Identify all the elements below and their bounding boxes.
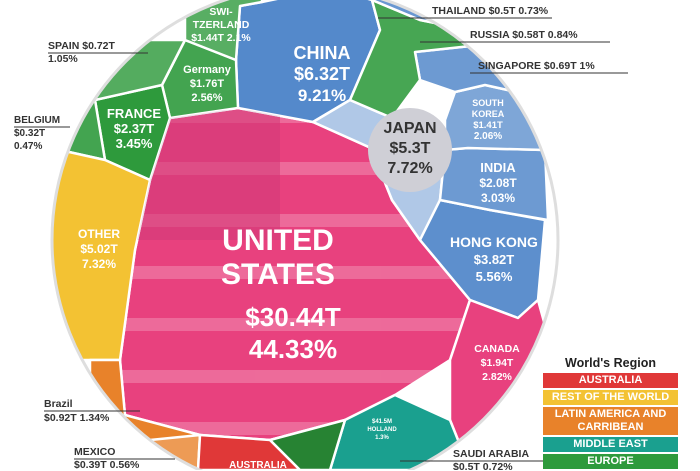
label-text: 3.45% [116,136,153,151]
label-text: Germany [183,64,232,76]
label-text: HOLLAND [367,427,397,433]
label-singapore: SINGAPORE $0.69T 1% [470,60,628,74]
label-canada: CANADA $1.94T 2.82% [474,343,520,383]
label-text: $0.5T 0.72% [453,461,513,470]
label-text: $1.94T [481,357,514,369]
cell-mexico [148,433,202,470]
legend-item: EUROPE [543,454,678,469]
label-japan: JAPAN $5.3T 7.72% [383,120,436,177]
label-text: $5.02T [80,242,118,256]
label-text: $1.76T [190,78,225,90]
label-russia: RUSSIA $0.58T 0.84% [420,29,610,43]
label-germany: Germany $1.76T 2.56% [183,64,232,104]
label-text: SPAIN $0.72T [48,40,116,52]
legend-items: AUSTRALIA REST OF THE WORLD LATIN AMERICA … [543,373,678,469]
label-text: $2.08T [479,176,517,190]
label-text: CANADA [474,343,520,355]
label-text: 2.82% [482,371,512,383]
label-text: BELGIUM [14,115,60,126]
label-text: 1.3% [375,435,389,441]
label-text: 2.56% [191,92,222,104]
cell-holland [268,418,347,470]
label-swi-tzerland: SWI-TZERLAND$1.44T 2.1% [191,6,251,44]
label-text: $41.5M [372,419,392,425]
label-text: $6.32T [294,64,350,84]
label-text: FRANCE [107,106,161,121]
legend-item: MIDDLE EAST [543,437,678,452]
label-text: SINGAPORE $0.69T 1% [478,60,595,72]
label-text: RUSSIA $0.58T 0.84% [470,29,578,41]
label-holland: $41.5M HOLLAND 1.3% [367,419,397,441]
label-text: HONG KONG [450,234,538,250]
label-text: $5.3T [390,140,431,157]
label-text: 1.05% [48,53,78,65]
label-text: $1.41T [473,120,503,131]
japan-disc [368,108,452,192]
label-belgium: BELGIUM $0.32T 0.47% [14,115,70,152]
label-saudi-arabia: SAUDI ARABIA$0.5T 0.72% [400,448,560,470]
label-text: SAUDI ARABIA [453,448,529,460]
label-text: MEXICO [74,446,115,458]
label-text: $30.44T [245,302,341,332]
legend-title: World's Region [565,356,656,370]
label-text: 3.03% [481,191,515,205]
label-mexico: MEXICO$0.39T 0.56% [74,446,175,470]
label-text: 9.21% [298,86,346,105]
legend-item: REST OF THE WORLD [543,390,678,405]
legend-item: LATIN AMERICA AND CARRIBEAN [543,407,678,435]
outer-ring [50,0,560,470]
label-text: 44.33% [249,334,337,364]
label-text: Brazil [44,398,73,410]
label-text: AUSTRALIA [229,460,287,470]
cell-australia [196,433,302,470]
label-text: $0.39T 0.56% [74,459,140,470]
label-text: 2.06% [474,131,502,142]
label-text: 5.56% [476,269,513,284]
legend: World's Region AUSTRALIA REST OF THE WORL… [543,356,678,471]
label-text: INDIA [480,160,516,175]
label-brazil: Brazil $0.92T 1.34% [44,398,140,424]
label-text: SWI- [209,6,233,18]
label-thailand: THAILAND $0.5T 0.73% [378,5,552,19]
label-text: $0.32T [14,128,45,139]
label-text: 7.72% [387,160,432,177]
label-text: $3.82T [474,252,515,267]
label-text: CHINA [294,43,351,63]
label-text: $2.37T [114,121,155,136]
label-hong-kong: HONG KONG $3.82T 5.56% [450,234,538,284]
label-china: CHINA$6.32T 9.21% [294,43,351,105]
label-text: TZERLAND [193,19,250,31]
label-australia: AUSTRALIA [229,460,287,470]
legend-item: AUSTRALIA [543,373,678,388]
label-text: $0.92T 1.34% [44,412,110,424]
label-text: $1.44T 2.1% [191,32,251,44]
label-text: SOUTH [472,98,504,108]
label-text: 0.47% [14,141,42,152]
label-text: THAILAND $0.5T 0.73% [432,5,549,17]
label-text: UNITED [222,224,334,257]
label-text: KOREA [472,109,505,119]
label-text: 7.32% [82,257,116,271]
label-text: OTHER [78,227,120,241]
label-text: JAPAN [383,120,436,137]
label-text: STATES [221,258,335,291]
